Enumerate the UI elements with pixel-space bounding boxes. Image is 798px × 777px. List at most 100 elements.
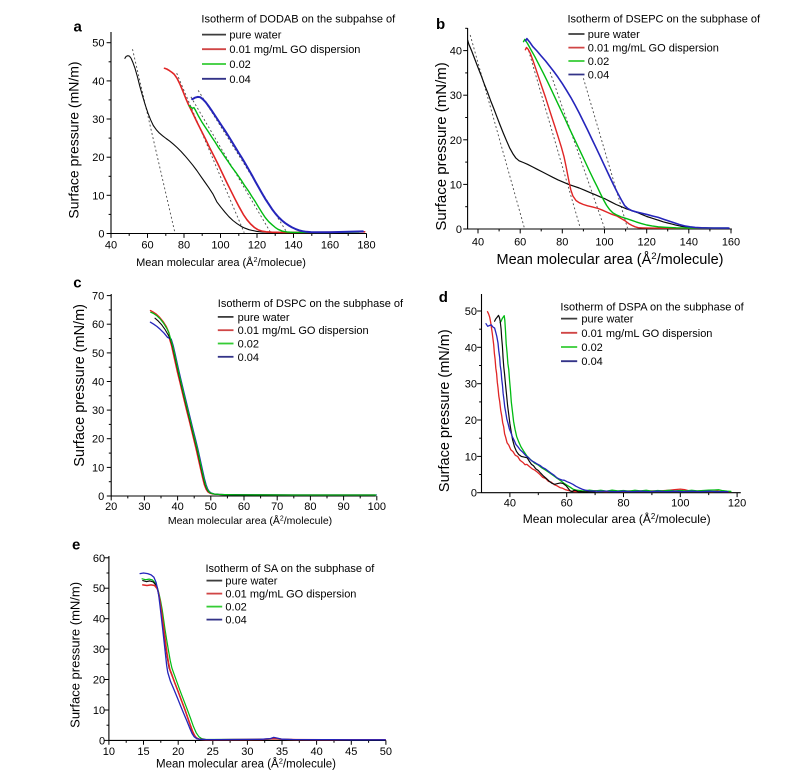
svg-text:0.02: 0.02: [225, 602, 246, 614]
svg-text:100: 100: [368, 501, 386, 513]
svg-text:0.01 mg/mL GO dispersion: 0.01 mg/mL GO dispersion: [229, 44, 360, 56]
svg-text:0.04: 0.04: [238, 352, 259, 364]
svg-text:e: e: [72, 537, 80, 554]
svg-text:160: 160: [722, 237, 740, 249]
svg-text:40: 40: [93, 614, 105, 626]
svg-text:50: 50: [465, 306, 477, 318]
svg-text:40: 40: [504, 498, 516, 510]
svg-text:15: 15: [137, 746, 149, 758]
svg-text:50: 50: [92, 348, 104, 360]
svg-text:80: 80: [178, 240, 190, 252]
svg-text:40: 40: [92, 76, 104, 88]
svg-text:0.01 mg/mL GO dispersion: 0.01 mg/mL GO dispersion: [581, 328, 712, 340]
svg-text:70: 70: [271, 501, 283, 513]
svg-text:c: c: [73, 274, 81, 291]
svg-text:45: 45: [345, 746, 357, 758]
svg-text:80: 80: [304, 501, 316, 513]
svg-text:Isotherm of SA on the subphase: Isotherm of SA on the subphase of: [206, 563, 376, 575]
svg-text:0: 0: [456, 224, 462, 236]
svg-text:60: 60: [93, 553, 105, 565]
svg-text:0.01 mg/mL GO dispersion: 0.01 mg/mL GO dispersion: [225, 589, 356, 601]
svg-text:Mean molecular area (Å2/molecu: Mean molecular area (Å2/molecule): [497, 251, 724, 268]
svg-text:Mean molecular area (Å2/molecu: Mean molecular area (Å2/molecue): [136, 255, 306, 269]
svg-text:160: 160: [321, 240, 339, 252]
svg-text:35: 35: [276, 746, 288, 758]
svg-text:0: 0: [99, 735, 105, 747]
svg-text:0.02: 0.02: [229, 59, 250, 71]
svg-text:50: 50: [205, 501, 217, 513]
svg-text:pure water: pure water: [229, 30, 281, 42]
svg-text:Isotherm of DSPA on the subpha: Isotherm of DSPA on the subphase of: [560, 301, 744, 313]
svg-text:30: 30: [93, 644, 105, 656]
svg-text:0.04: 0.04: [588, 70, 609, 82]
svg-text:50: 50: [93, 583, 105, 595]
svg-text:40: 40: [310, 746, 322, 758]
svg-text:60: 60: [92, 319, 104, 331]
svg-text:pure water: pure water: [238, 312, 290, 324]
svg-text:90: 90: [337, 501, 349, 513]
svg-text:60: 60: [561, 498, 573, 510]
svg-text:0.02: 0.02: [581, 342, 602, 354]
svg-text:20: 20: [450, 135, 462, 147]
svg-text:10: 10: [92, 190, 104, 202]
svg-text:40: 40: [105, 240, 117, 252]
svg-text:140: 140: [680, 237, 698, 249]
svg-text:0.04: 0.04: [225, 615, 246, 627]
svg-text:0: 0: [98, 491, 104, 503]
svg-text:d: d: [439, 289, 448, 306]
svg-text:120: 120: [248, 240, 266, 252]
svg-text:25: 25: [207, 746, 219, 758]
svg-text:40: 40: [450, 46, 462, 58]
svg-text:10: 10: [93, 705, 105, 717]
svg-text:Mean molecular area (Å2/molecu: Mean molecular area (Å2/molecule): [523, 511, 711, 526]
svg-text:10: 10: [465, 451, 477, 463]
svg-text:0: 0: [98, 229, 104, 241]
svg-text:0.02: 0.02: [238, 339, 259, 351]
svg-text:140: 140: [284, 240, 302, 252]
svg-text:20: 20: [172, 746, 184, 758]
svg-text:10: 10: [450, 179, 462, 191]
svg-text:Surface pressure (mN/m): Surface pressure (mN/m): [433, 62, 450, 230]
svg-text:Isotherm of DSPC on the subpha: Isotherm of DSPC on the subphase of: [218, 298, 404, 310]
svg-text:100: 100: [671, 498, 689, 510]
svg-text:30: 30: [92, 114, 104, 126]
svg-text:Surface pressure (mN/m): Surface pressure (mN/m): [72, 304, 88, 467]
svg-text:30: 30: [450, 90, 462, 102]
svg-text:100: 100: [211, 240, 229, 252]
svg-text:20: 20: [105, 501, 117, 513]
svg-text:80: 80: [556, 237, 568, 249]
svg-text:40: 40: [171, 501, 183, 513]
svg-text:30: 30: [92, 405, 104, 417]
svg-text:10: 10: [92, 462, 104, 474]
svg-text:50: 50: [92, 38, 104, 50]
svg-text:60: 60: [238, 501, 250, 513]
svg-text:20: 20: [465, 415, 477, 427]
svg-text:0.02: 0.02: [588, 56, 609, 68]
svg-text:120: 120: [728, 498, 746, 510]
svg-text:Surface pressure (mN/m): Surface pressure (mN/m): [437, 329, 453, 492]
svg-text:120: 120: [638, 237, 656, 249]
svg-text:10: 10: [103, 746, 115, 758]
svg-text:60: 60: [141, 240, 153, 252]
svg-text:30: 30: [465, 379, 477, 391]
svg-text:40: 40: [465, 342, 477, 354]
svg-text:pure water: pure water: [581, 314, 633, 326]
svg-text:Mean molecular area (Å2/molecu: Mean molecular area (Å2/molecule): [168, 514, 332, 527]
svg-text:a: a: [74, 18, 83, 35]
svg-text:0.04: 0.04: [581, 356, 602, 368]
svg-text:20: 20: [92, 152, 104, 164]
svg-text:0.04: 0.04: [229, 74, 250, 86]
svg-text:20: 20: [92, 434, 104, 446]
svg-text:0.01 mg/mL GO dispersion: 0.01 mg/mL GO dispersion: [588, 43, 719, 55]
svg-text:0.01 mg/mL GO dispersion: 0.01 mg/mL GO dispersion: [238, 325, 369, 337]
svg-text:40: 40: [472, 237, 484, 249]
svg-text:pure water: pure water: [588, 29, 640, 41]
svg-text:180: 180: [357, 240, 375, 252]
svg-text:Isotherm of DODAB on the subpa: Isotherm of DODAB on the subpahse of: [201, 14, 396, 26]
svg-text:0: 0: [471, 488, 477, 500]
svg-text:Surface pressure (mN/m): Surface pressure (mN/m): [66, 61, 82, 218]
svg-text:100: 100: [595, 237, 613, 249]
svg-text:pure water: pure water: [225, 576, 277, 588]
svg-text:70: 70: [92, 291, 104, 303]
svg-text:50: 50: [380, 746, 392, 758]
